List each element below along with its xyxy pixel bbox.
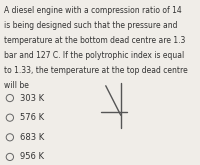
Text: will be: will be	[4, 81, 29, 90]
Text: 956 K: 956 K	[20, 152, 44, 161]
Text: 303 K: 303 K	[20, 94, 44, 102]
Text: to 1.33, the temperature at the top dead centre: to 1.33, the temperature at the top dead…	[4, 66, 188, 75]
Text: temperature at the bottom dead centre are 1.3: temperature at the bottom dead centre ar…	[4, 36, 185, 45]
Text: is being designed such that the pressure and: is being designed such that the pressure…	[4, 21, 178, 30]
Text: 683 K: 683 K	[20, 133, 44, 142]
Text: 576 K: 576 K	[20, 113, 44, 122]
Text: A diesel engine with a compression ratio of 14: A diesel engine with a compression ratio…	[4, 6, 182, 15]
Text: bar and 127 C. If the polytrophic index is equal: bar and 127 C. If the polytrophic index …	[4, 51, 184, 60]
